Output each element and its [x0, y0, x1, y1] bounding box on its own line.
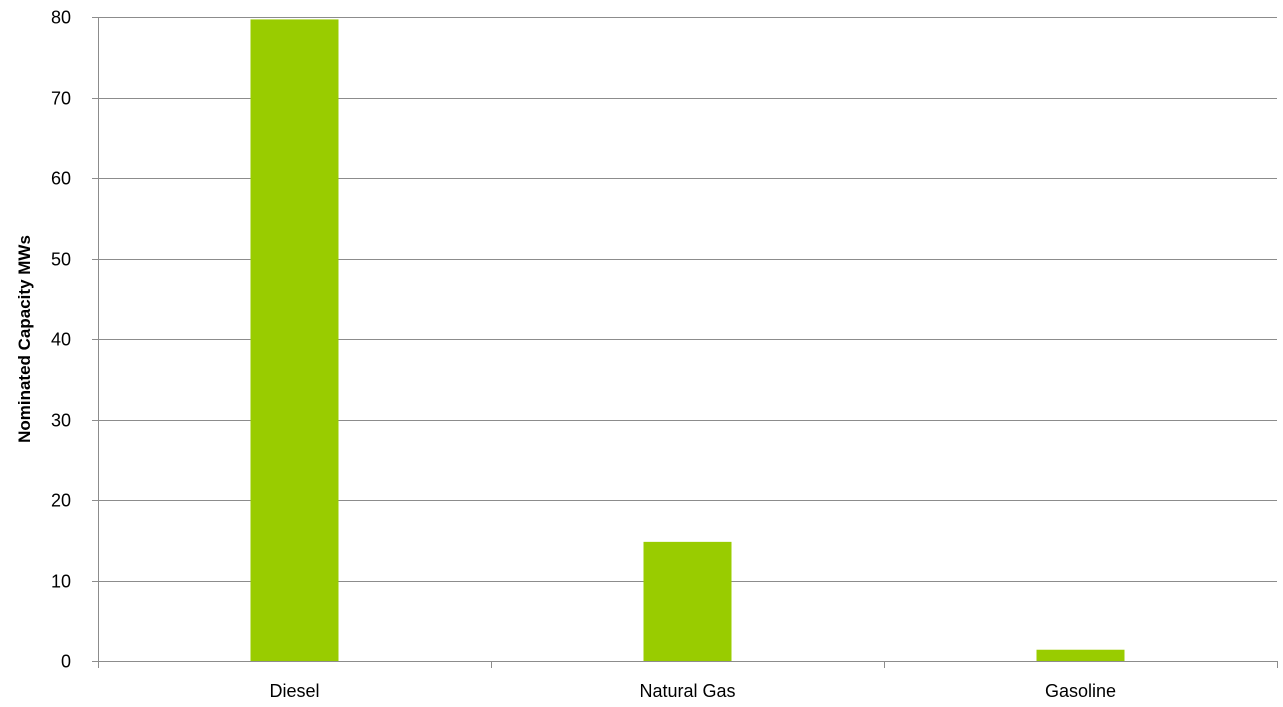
bar-diesel — [250, 19, 339, 662]
x-tick-label: Diesel — [269, 681, 319, 701]
y-tick-label: 0 — [61, 652, 71, 672]
bar-gasoline — [1036, 649, 1125, 661]
y-tick-label: 60 — [51, 169, 71, 189]
x-tick-labels: Diesel Natural Gas Gasoline — [269, 681, 1116, 701]
y-tick-label: 20 — [51, 491, 71, 511]
y-tick-label: 30 — [51, 411, 71, 431]
y-tick-label: 80 — [51, 8, 71, 28]
y-tick-label: 10 — [51, 572, 71, 592]
y-tick-label: 40 — [51, 330, 71, 350]
y-axis-title: Nominated Capacity MWs — [15, 235, 34, 443]
y-tick-label: 50 — [51, 250, 71, 270]
y-tick-labels: 0 10 20 30 40 50 60 70 80 — [51, 8, 71, 672]
x-tick-label: Natural Gas — [639, 681, 735, 701]
axes — [92, 17, 1278, 668]
y-tick-label: 70 — [51, 89, 71, 109]
bars — [250, 19, 1125, 662]
x-tick-label: Gasoline — [1045, 681, 1116, 701]
bar-natural-gas — [643, 541, 732, 661]
